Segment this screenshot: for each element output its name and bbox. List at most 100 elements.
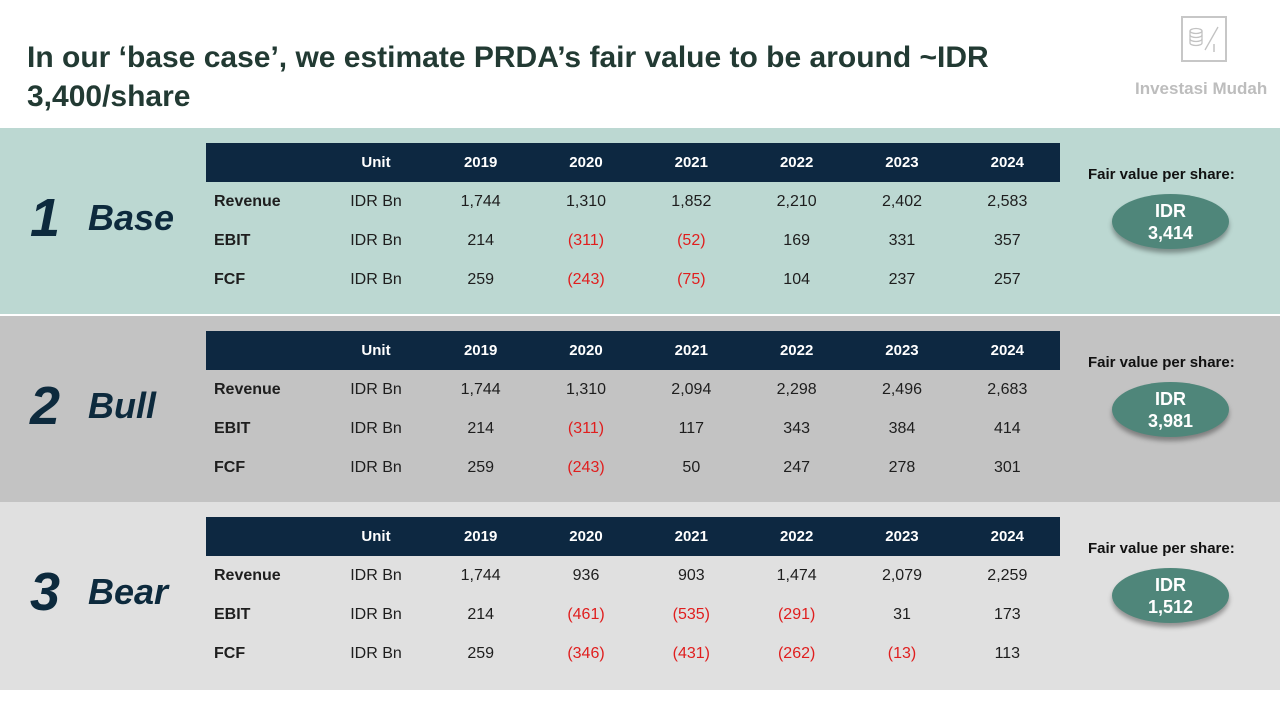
value-cell: 259 (467, 270, 495, 288)
table-row: Revenue IDR Bn 1,744 1,310 1,852 2,210 2,402 2,… (206, 182, 1060, 221)
unit-cell: IDR Bn (350, 458, 402, 476)
header-year: 2020 (533, 331, 639, 370)
unit-cell: IDR Bn (350, 566, 402, 584)
metric-label: Revenue (214, 380, 281, 398)
value-cell: 214 (467, 419, 495, 437)
unit-cell: IDR Bn (350, 270, 402, 288)
unit-cell: IDR Bn (350, 419, 402, 437)
unit-cell: IDR Bn (350, 192, 402, 210)
value-cell: 2,094 (671, 380, 712, 398)
value-cell: 117 (678, 419, 705, 437)
table-row: FCF IDR Bn 259 (346) (431) (262) (13) 113 (206, 634, 1060, 673)
unit-cell: IDR Bn (350, 380, 402, 398)
value-cell: 2,402 (881, 192, 922, 210)
header-year: 2021 (638, 143, 744, 182)
value-cell: 1,744 (460, 566, 501, 584)
value-cell: 2,298 (776, 380, 817, 398)
scenario-bull: 2 Bull Unit 2019 2020 2021 2022 2023 2024 Reve… (0, 316, 1280, 502)
header-year: 2024 (954, 331, 1060, 370)
table-header-row: Unit 2019 2020 2021 2022 2023 2024 (206, 143, 1060, 182)
header-year: 2023 (849, 331, 955, 370)
value-cell: 384 (888, 419, 916, 437)
table-row: FCF IDR Bn 259 (243) 50 247 278 301 (206, 448, 1060, 487)
header-year: 2021 (638, 331, 744, 370)
fair-value-badge: IDR 3,414 (1112, 194, 1229, 249)
scenario-table: Unit 2019 2020 2021 2022 2023 2024 Revenue IDR … (206, 331, 1060, 487)
metric-label: FCF (214, 644, 246, 662)
header-year: 2023 (849, 143, 955, 182)
fair-value-currency: IDR (1155, 388, 1186, 409)
header-unit: Unit (324, 331, 428, 370)
metric-label: EBIT (214, 605, 251, 623)
scenario-number: 3 (30, 562, 61, 622)
scenario-name: Bear (88, 571, 169, 612)
value-cell: (52) (677, 231, 706, 249)
value-cell: 104 (783, 270, 810, 288)
logo-text: Investasi Mudah (1135, 79, 1268, 98)
metric-label: EBIT (214, 419, 251, 437)
unit-cell: IDR Bn (350, 644, 402, 662)
value-cell: (243) (567, 270, 605, 288)
value-cell: 1,310 (565, 380, 607, 398)
value-cell: 278 (888, 458, 916, 476)
scenario-number: 2 (30, 376, 61, 436)
coins-percent-icon (1181, 16, 1227, 62)
value-cell: 301 (993, 458, 1021, 476)
fair-value-label: Fair value per share: (1088, 166, 1235, 183)
value-cell: 357 (993, 231, 1021, 249)
value-cell: 414 (993, 419, 1021, 437)
value-cell: 1,852 (671, 192, 712, 210)
value-cell: 1,474 (776, 566, 817, 584)
header-year: 2023 (849, 517, 955, 556)
value-cell: 2,683 (987, 380, 1028, 398)
value-cell: (262) (777, 644, 816, 662)
fair-value-badge: IDR 1,512 (1112, 568, 1229, 623)
scenario-bear: 3 Bear Unit 2019 2020 2021 2022 2023 2024 Reve… (0, 502, 1280, 690)
value-cell: 214 (467, 231, 495, 249)
value-cell: 113 (994, 644, 1021, 662)
header-year: 2019 (428, 517, 534, 556)
page-title: In our ‘base case’, we estimate PRDA’s f… (27, 41, 989, 113)
value-cell: 903 (677, 566, 705, 584)
scenario-name: Base (88, 197, 175, 238)
value-cell: 1,744 (460, 380, 501, 398)
value-cell: (431) (672, 644, 710, 662)
value-cell: (13) (887, 644, 917, 662)
value-cell: 31 (893, 605, 911, 623)
header-year: 2024 (954, 517, 1060, 556)
metric-label: Revenue (214, 192, 281, 210)
value-cell: 2,210 (776, 192, 817, 210)
header-year: 2022 (743, 143, 850, 182)
table-header-row: Unit 2019 2020 2021 2022 2023 2024 (206, 517, 1060, 556)
value-cell: (346) (567, 644, 605, 662)
value-cell: 2,079 (881, 566, 922, 584)
metric-label: EBIT (214, 231, 251, 249)
table-row: EBIT IDR Bn 214 (311) (52) 169 331 357 (206, 221, 1060, 260)
value-cell: 259 (467, 644, 495, 662)
value-cell: (75) (677, 270, 706, 288)
value-cell: 169 (783, 231, 810, 249)
metric-label: FCF (214, 458, 246, 476)
scenario-table: Unit 2019 2020 2021 2022 2023 2024 Revenue IDR … (206, 143, 1060, 299)
header-unit: Unit (324, 517, 428, 556)
header-year: 2022 (743, 331, 850, 370)
scenario-table: Unit 2019 2020 2021 2022 2023 2024 Revenue IDR … (206, 517, 1060, 673)
value-cell: 259 (467, 458, 495, 476)
metric-label: Revenue (214, 566, 281, 584)
value-cell: 173 (993, 605, 1021, 623)
table-row: EBIT IDR Bn 214 (311) 117 343 384 414 (206, 409, 1060, 448)
fair-value-amount: 3,981 (1147, 410, 1194, 431)
value-cell: (291) (777, 605, 816, 623)
value-cell: (535) (672, 605, 710, 623)
value-cell: 50 (682, 458, 701, 476)
table-row: Revenue IDR Bn 1,744 936 903 1,474 2,079 2,259 (206, 556, 1060, 595)
header-year: 2024 (954, 143, 1060, 182)
header-year: 2022 (743, 517, 850, 556)
table-row: EBIT IDR Bn 214 (461) (535) (291) 31 173 (206, 595, 1060, 634)
value-cell: (243) (567, 458, 605, 476)
header-blank (206, 143, 324, 182)
scenario-number: 1 (30, 188, 61, 248)
fair-value-currency: IDR (1155, 200, 1186, 221)
value-cell: 257 (993, 270, 1021, 288)
header-year: 2020 (533, 517, 639, 556)
